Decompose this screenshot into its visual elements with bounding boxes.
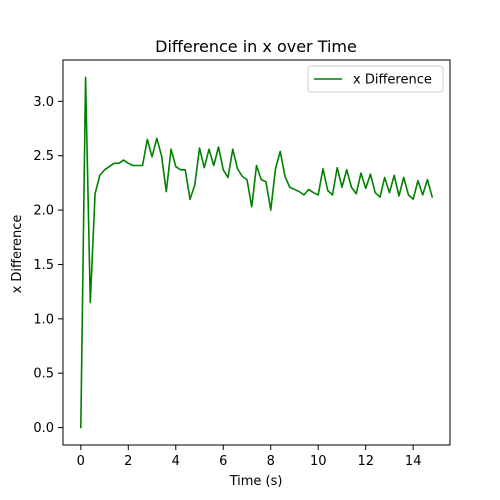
legend-label: x Difference xyxy=(353,73,432,88)
y-tick-label: 0.0 xyxy=(33,421,54,436)
x-tick-label: 4 xyxy=(172,454,180,469)
y-axis-label: x Difference xyxy=(10,215,25,294)
x-axis-label: Time (s) xyxy=(229,474,283,489)
chart-title: Difference in x over Time xyxy=(155,37,357,56)
y-tick-label: 0.5 xyxy=(33,367,54,382)
x-tick-label: 0 xyxy=(77,454,85,469)
y-tick-label: 2.5 xyxy=(33,149,54,164)
x-tick-label: 12 xyxy=(357,454,374,469)
y-tick-label: 3.0 xyxy=(33,95,54,110)
x-tick-label: 6 xyxy=(219,454,227,469)
legend-box xyxy=(307,65,444,93)
y-tick-label: 2.0 xyxy=(33,204,54,219)
y-tick-label: 1.5 xyxy=(33,258,54,273)
plot-area xyxy=(80,76,433,429)
x-tick-label: 10 xyxy=(310,454,327,469)
series-line-0 xyxy=(80,76,433,429)
legend: x Difference xyxy=(307,65,444,93)
y-tick-label: 1.0 xyxy=(33,312,54,327)
plot-frame xyxy=(62,59,451,446)
x-tick-label: 14 xyxy=(405,454,422,469)
axes: 0 2 4 6 8 10 12 14 0.0 0.5 1.0 1.5 2.0 2.5 3.0 xyxy=(33,59,451,469)
x-tick-label: 8 xyxy=(267,454,275,469)
x-tick-label: 2 xyxy=(124,454,132,469)
